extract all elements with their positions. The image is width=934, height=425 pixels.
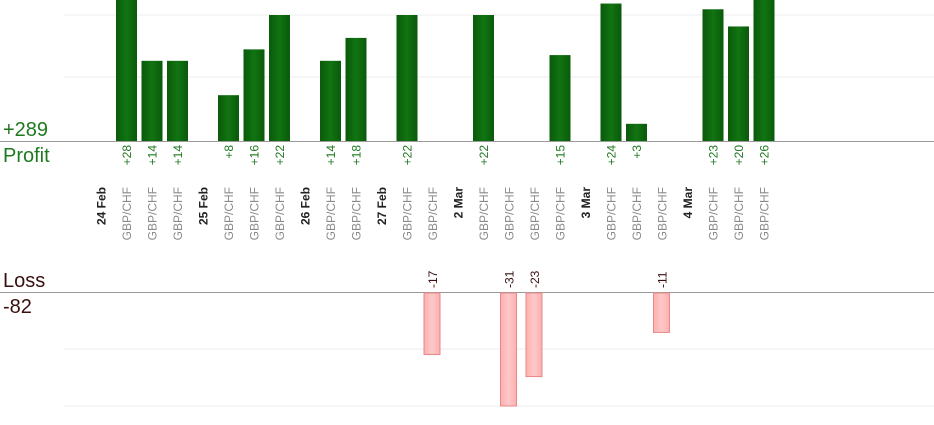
loss-bar <box>500 292 517 407</box>
profit-bar <box>116 0 137 141</box>
pair-label: GBP/CHF <box>554 187 568 240</box>
loss-bar <box>653 292 670 333</box>
pair-label: GBP/CHF <box>707 187 721 240</box>
profit-label: Profit <box>3 145 50 167</box>
pair-label: GBP/CHF <box>605 187 619 240</box>
profit-value-label: +16 <box>248 145 262 166</box>
loss-bar <box>423 292 441 356</box>
pair-label: GBP/CHF <box>120 187 134 240</box>
profit-value-label: +22 <box>401 145 415 166</box>
profit-value-label: +28 <box>120 145 134 166</box>
profit-value-label: +23 <box>707 145 721 166</box>
profit-value-label: +20 <box>732 145 746 166</box>
profit-bar <box>473 15 494 141</box>
profit-value-label: +14 <box>146 145 160 166</box>
pair-label: GBP/CHF <box>171 187 185 240</box>
pair-label: GBP/CHF <box>324 187 338 240</box>
profit-value-label: +14 <box>171 145 185 166</box>
pair-label: GBP/CHF <box>350 187 364 240</box>
profit-value-label: +26 <box>758 145 772 166</box>
pair-label: GBP/CHF <box>656 187 670 240</box>
profit-value-label: +24 <box>605 145 619 166</box>
pair-label: GBP/CHF <box>222 187 236 240</box>
profit-value-label: +14 <box>324 145 338 166</box>
loss-value-label: -17 <box>426 270 440 288</box>
profit-bar <box>600 3 622 141</box>
loss-value-label: -23 <box>528 270 542 288</box>
date-label: 26 Feb <box>299 187 313 225</box>
pair-label: GBP/CHF <box>528 187 542 240</box>
pair-label: GBP/CHF <box>758 187 772 240</box>
loss-bar <box>525 292 543 378</box>
pair-label: GBP/CHF <box>401 187 415 240</box>
profit-value-label: +15 <box>554 145 568 166</box>
date-label: 27 Feb <box>375 187 389 225</box>
loss-value-label: -11 <box>656 271 670 288</box>
profit-value-label: +3 <box>630 145 644 159</box>
profit-bar <box>396 15 418 141</box>
pair-label: GBP/CHF <box>732 187 746 240</box>
profit-total: +289 <box>3 119 49 141</box>
pair-label: GBP/CHF <box>477 187 491 240</box>
loss-total: -82 <box>3 296 32 318</box>
date-label: 3 Mar <box>579 187 593 219</box>
profit-value-label: +18 <box>350 145 364 166</box>
pair-label: GBP/CHF <box>503 187 517 240</box>
pair-label: GBP/CHF <box>146 187 160 240</box>
profit-bar <box>320 60 341 142</box>
loss-label: Loss <box>3 270 46 292</box>
profit-bar <box>753 0 775 141</box>
profit-bar <box>549 55 571 141</box>
profit-bar <box>141 60 163 142</box>
profit-bar <box>218 95 239 141</box>
pair-label: GBP/CHF <box>248 187 262 240</box>
date-label: 4 Mar <box>681 187 695 219</box>
profit-value-label: +22 <box>273 145 287 166</box>
profit-bar <box>345 37 367 142</box>
profit-bar <box>702 9 724 142</box>
profit-bar <box>269 15 290 141</box>
profit-bar <box>728 26 749 142</box>
pair-label: GBP/CHF <box>630 187 644 240</box>
date-label: 25 Feb <box>197 187 211 225</box>
profit-bar <box>626 123 647 141</box>
loss-value-label: -31 <box>503 270 517 288</box>
pair-label: GBP/CHF <box>273 187 287 240</box>
pair-label: GBP/CHF <box>426 187 440 240</box>
profit-bar <box>243 49 265 142</box>
profit-bar <box>167 60 188 142</box>
date-label: 24 Feb <box>95 187 109 225</box>
profit-value-label: +8 <box>222 145 236 159</box>
date-label: 2 Mar <box>452 187 466 219</box>
profit-value-label: +22 <box>477 145 491 166</box>
